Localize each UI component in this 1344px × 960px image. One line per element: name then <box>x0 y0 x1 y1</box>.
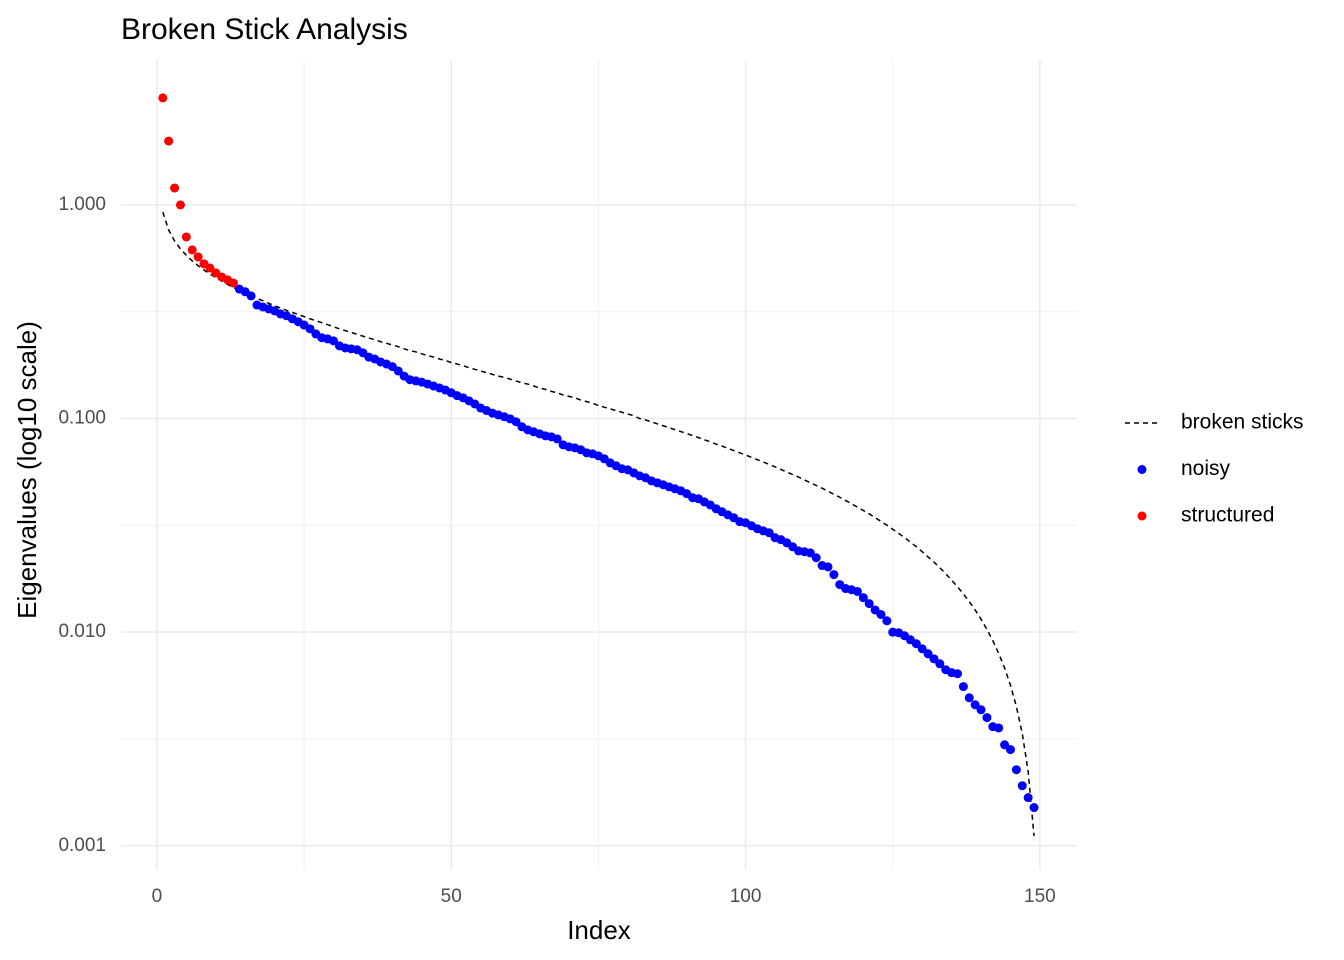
point <box>329 336 339 346</box>
point <box>976 705 986 715</box>
point <box>164 136 174 146</box>
point <box>193 252 203 262</box>
point <box>994 723 1004 733</box>
y-tick-label: 0.100 <box>58 408 106 429</box>
point <box>1023 793 1033 803</box>
point <box>864 599 874 609</box>
legend-label: noisy <box>1181 457 1231 480</box>
legend-label: structured <box>1181 504 1274 527</box>
point <box>511 417 521 427</box>
point <box>917 644 927 654</box>
x-tick-label: 0 <box>152 886 163 907</box>
y-tick-label: 0.010 <box>58 621 106 642</box>
point <box>970 700 980 710</box>
point <box>552 434 562 444</box>
x-tick-label: 50 <box>441 886 462 907</box>
legend-key <box>1137 511 1147 521</box>
legend-label: broken sticks <box>1181 411 1304 434</box>
point <box>1017 781 1027 791</box>
x-tick-label: 150 <box>1024 886 1056 907</box>
point <box>911 639 921 649</box>
point <box>1029 803 1039 813</box>
x-axis-title: Index <box>567 915 631 945</box>
point <box>929 654 939 664</box>
point <box>1005 745 1015 755</box>
point <box>852 586 862 596</box>
point <box>964 693 974 703</box>
point <box>935 659 945 669</box>
point <box>305 324 315 334</box>
point <box>982 713 992 723</box>
y-tick-label: 1.000 <box>58 194 106 215</box>
y-tick-label: 0.001 <box>58 835 106 856</box>
y-axis-title: Eigenvalues (log10 scale) <box>12 321 42 619</box>
point <box>876 609 886 619</box>
point <box>158 93 168 103</box>
point <box>811 553 821 563</box>
point <box>923 649 933 659</box>
point <box>181 232 191 242</box>
point <box>246 291 256 301</box>
point <box>882 616 892 626</box>
chart-title: Broken Stick Analysis <box>121 13 408 46</box>
legend-key <box>1137 465 1147 474</box>
point <box>953 669 962 679</box>
point <box>228 278 238 288</box>
point <box>823 562 833 572</box>
point <box>187 245 197 255</box>
point <box>858 593 868 603</box>
point <box>393 366 403 376</box>
point <box>175 200 185 210</box>
point <box>829 570 839 580</box>
point <box>1011 765 1021 775</box>
point <box>958 682 968 692</box>
x-tick-label: 100 <box>730 886 762 907</box>
point <box>170 183 180 193</box>
